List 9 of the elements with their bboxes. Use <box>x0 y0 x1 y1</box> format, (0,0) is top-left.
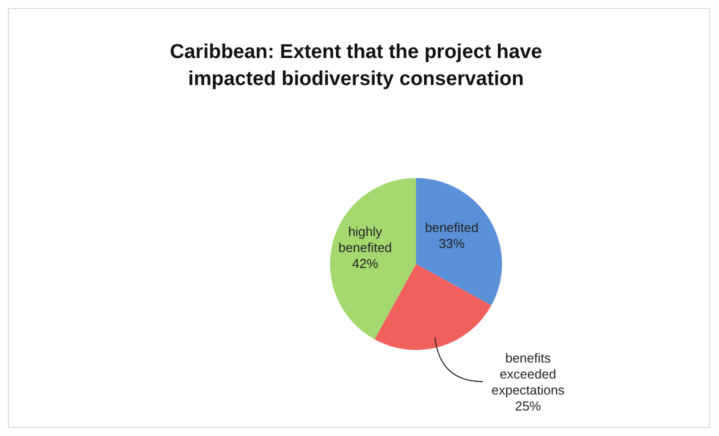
data-label: 25% <box>514 398 542 414</box>
pie-slice <box>330 178 416 340</box>
data-label: 33% <box>438 236 466 251</box>
data-label: 42% <box>352 256 379 272</box>
pie-slice <box>416 178 502 306</box>
chart-title: Caribbean: Extent that the project have impacted biodiversity conservation <box>168 40 544 92</box>
slice-label: benefited <box>424 220 478 235</box>
slice-label: benefits exceeded expectations <box>491 350 565 398</box>
slice-label: highly benefited <box>338 224 392 256</box>
